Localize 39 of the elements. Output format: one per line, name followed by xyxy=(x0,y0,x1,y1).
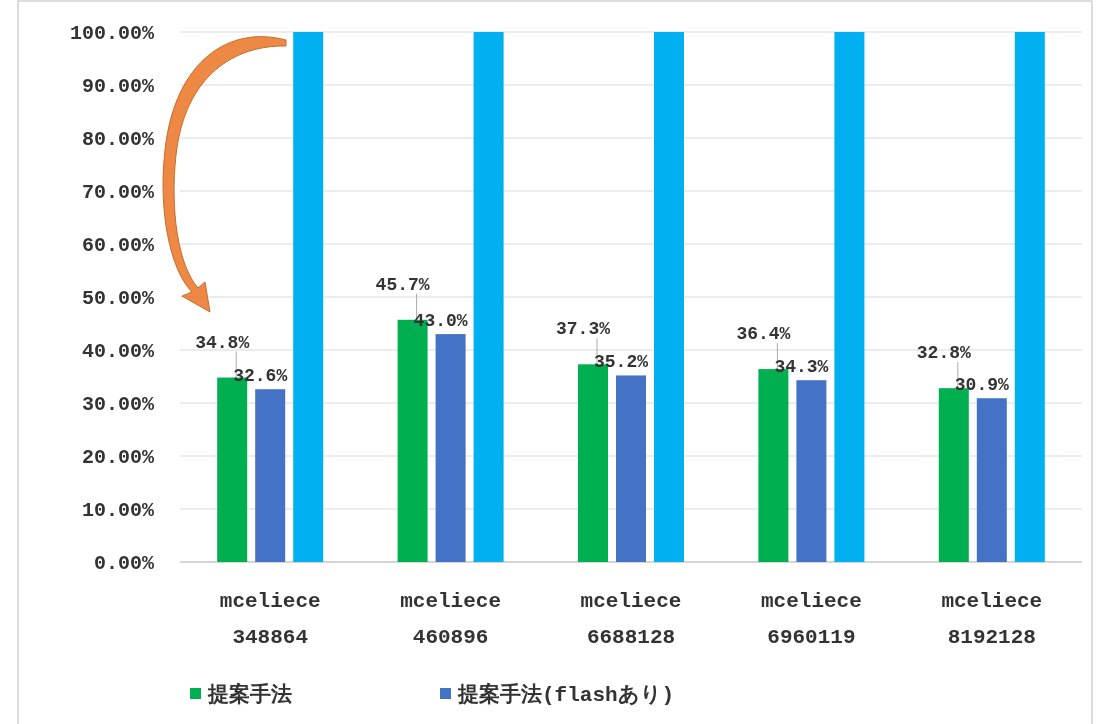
y-tick-label: 10.00% xyxy=(81,499,155,522)
y-tick-label: 60.00% xyxy=(81,234,155,257)
data-label: 30.9% xyxy=(954,375,1009,396)
x-tick-label: mceliece 8192128 xyxy=(941,590,1043,649)
data-label: 43.0% xyxy=(413,311,468,332)
data-label: 36.4% xyxy=(736,324,791,345)
data-label: 32.6% xyxy=(233,366,288,387)
data-label: 34.8% xyxy=(195,332,250,353)
legend-label: 提案手法 xyxy=(207,682,292,707)
bar xyxy=(834,32,865,562)
y-tick-label: 30.00% xyxy=(81,393,155,416)
y-tick-label: 70.00% xyxy=(81,181,155,204)
y-tick-label: 40.00% xyxy=(81,340,155,363)
y-tick-label: 80.00% xyxy=(81,128,155,151)
bar xyxy=(1014,32,1045,562)
x-tick-label: mceliece 348864 xyxy=(219,590,321,649)
x-tick-label: mceliece 460896 xyxy=(400,590,502,649)
data-label: 37.3% xyxy=(555,319,611,340)
bar xyxy=(654,32,684,562)
bar xyxy=(976,398,1007,562)
y-tick-label: 90.00% xyxy=(81,75,155,98)
bar xyxy=(796,380,827,562)
x-tick-label: mceliece 6960119 xyxy=(760,590,862,649)
bar xyxy=(255,389,286,562)
y-tick-label: 100.00% xyxy=(69,22,155,45)
bar xyxy=(938,388,969,562)
y-tick-label: 0.00% xyxy=(93,552,155,575)
y-tick-label: 50.00% xyxy=(81,287,155,310)
data-label: 35.2% xyxy=(593,352,649,373)
bar xyxy=(435,334,466,562)
data-label: 34.3% xyxy=(774,357,829,378)
bar xyxy=(473,32,504,562)
x-tick-label: mceliece 6688128 xyxy=(580,590,682,649)
legend-label: 提案手法(flashあり) xyxy=(457,682,675,707)
data-label: 45.7% xyxy=(375,274,430,295)
data-label: 32.8% xyxy=(916,343,971,364)
bar xyxy=(616,375,646,562)
bar xyxy=(293,32,324,562)
y-tick-label: 20.00% xyxy=(81,446,155,469)
